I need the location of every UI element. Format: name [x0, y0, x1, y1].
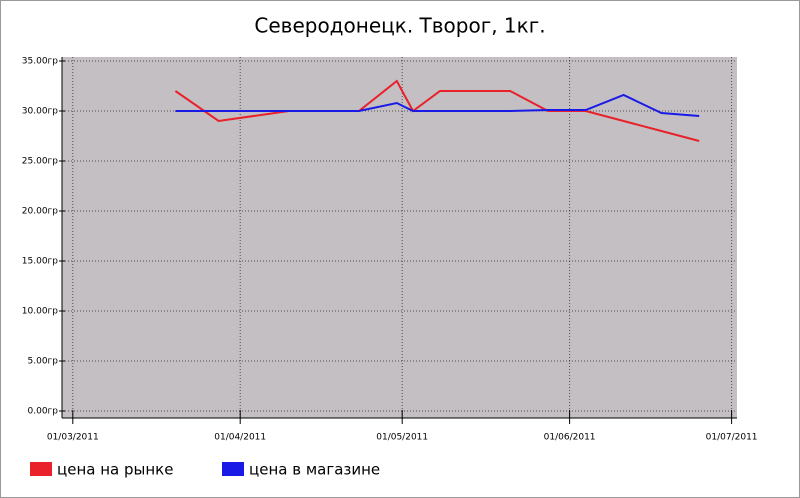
x-tick-label: 01/06/2011 — [544, 433, 596, 443]
y-tick-label: 10.00гр — [22, 307, 58, 317]
x-tick-label: 01/05/2011 — [376, 433, 428, 443]
chart-title: Северодонецк. Творог, 1кг. — [254, 14, 545, 38]
x-tick-label: 01/03/2011 — [47, 433, 99, 443]
legend-label: цена в магазине — [249, 461, 380, 479]
y-tick-label: 30.00гр — [22, 107, 58, 117]
y-tick-label: 35.00гр — [22, 57, 58, 67]
y-tick-label: 5.00гр — [28, 357, 59, 367]
x-tick-label: 01/07/2011 — [706, 433, 758, 443]
legend-swatch — [222, 462, 244, 476]
x-tick-label: 01/04/2011 — [214, 433, 266, 443]
legend-swatch — [30, 462, 52, 476]
y-tick-label: 25.00гр — [22, 157, 58, 167]
y-tick-label: 20.00гр — [22, 207, 58, 217]
y-tick-label: 0.00гр — [28, 407, 59, 417]
plot-area — [62, 57, 737, 418]
legend-label: цена на рынке — [57, 461, 173, 479]
y-tick-label: 15.00гр — [22, 257, 58, 267]
series-line — [175, 93, 700, 117]
